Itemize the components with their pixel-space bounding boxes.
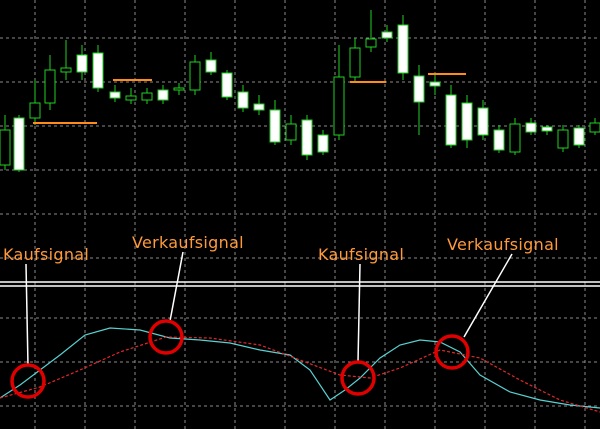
candle-body [13, 117, 25, 171]
candle-body [269, 109, 281, 143]
candle-body [189, 61, 201, 91]
candle-body [509, 123, 521, 153]
candle-body [349, 47, 361, 78]
candle-body [29, 102, 41, 119]
candle-body [141, 92, 153, 101]
candle-body [44, 69, 56, 104]
pointer-lines [25, 251, 513, 367]
candle-body [92, 52, 104, 89]
signal-circle [434, 334, 470, 370]
candle-body [477, 107, 489, 136]
candle-body [557, 129, 569, 149]
signal-label: Kaufsignal [318, 245, 404, 264]
candle-body [413, 75, 425, 103]
candle-body [333, 76, 345, 136]
signal-circle [340, 360, 376, 396]
oscillator-slow [0, 336, 600, 413]
candle-body [285, 123, 297, 141]
candle-body [429, 81, 441, 87]
candle-body [461, 102, 473, 141]
candle-body [76, 54, 88, 73]
candle-body [253, 103, 265, 111]
candle-body [541, 126, 553, 132]
pointer-line [25, 263, 29, 367]
candle-body [589, 122, 600, 133]
candle-body [525, 122, 537, 133]
oscillator-fast [0, 327, 600, 409]
signal-label: Verkaufsignal [447, 235, 559, 254]
candle-body [125, 95, 137, 101]
candle-body [397, 24, 409, 74]
signal-label: Kaufsignal [3, 245, 89, 264]
candle-body [445, 94, 457, 146]
candle-body [157, 89, 169, 101]
candle-body [365, 38, 377, 48]
candle-body [109, 91, 121, 99]
signal-label: Verkaufsignal [132, 233, 244, 252]
candle-body [493, 129, 505, 151]
pointer-line [357, 263, 361, 363]
candle-body [317, 134, 329, 153]
candles [0, 10, 600, 172]
candle-body [301, 119, 313, 156]
signal-circle [148, 319, 184, 355]
pointer-line [463, 253, 513, 338]
pointer-line [169, 251, 184, 322]
candle-body [173, 87, 185, 91]
panel-separator [0, 281, 600, 287]
candle-body [60, 67, 72, 73]
candle-body [221, 72, 233, 98]
signal-circle [10, 363, 46, 399]
candle-body [205, 59, 217, 73]
level-lines [33, 73, 466, 124]
candle-body [0, 129, 11, 166]
candle-body [381, 31, 393, 39]
signal-circles [10, 319, 470, 399]
candle-body [573, 127, 585, 146]
candle-body [237, 91, 249, 109]
